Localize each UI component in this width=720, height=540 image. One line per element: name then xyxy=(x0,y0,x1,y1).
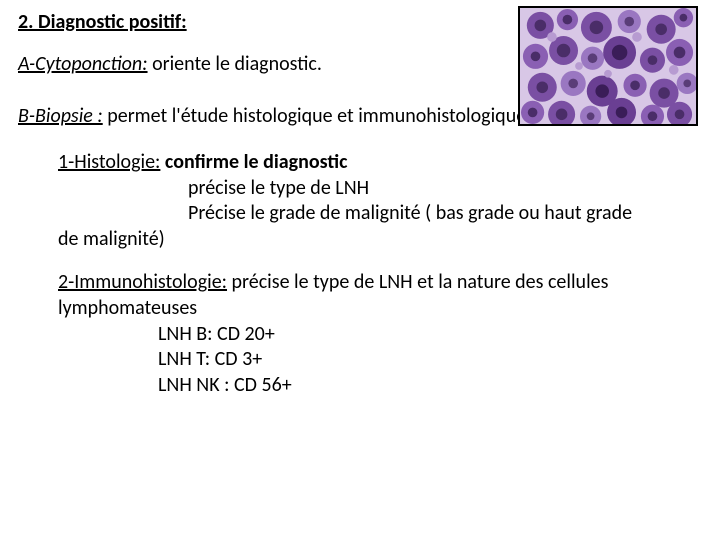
immuno-intro: précise le type de LNH et la nature des … xyxy=(227,270,608,294)
immuno-label: 2-Immunohistologie: xyxy=(58,270,227,294)
immuno-intro2: lymphomateuses xyxy=(58,296,702,322)
histologie-label: 1-Histologie: xyxy=(58,150,160,174)
histologie-confirm: confirme le diagnostic xyxy=(160,150,347,174)
immuno-t: LNH T: CD 3+ xyxy=(58,347,702,373)
histologie-line3: de malignité) xyxy=(58,227,702,253)
cytoponction-label: A-Cytoponction: xyxy=(18,52,148,76)
immuno-b: LNH B: CD 20+ xyxy=(58,322,702,348)
immuno-nk: LNH NK : CD 56+ xyxy=(58,373,702,399)
immuno-block: 2-Immunohistologie: précise le type de L… xyxy=(58,270,702,398)
biopsie-label: B-Biopsie : xyxy=(18,104,103,128)
histologie-line1: précise le type de LNH xyxy=(58,176,702,202)
histologie-line2: Précise le grade de malignité ( bas grad… xyxy=(58,201,702,227)
cytology-svg xyxy=(520,8,696,124)
histologie-block: 1-Histologie: confirme le diagnostic pré… xyxy=(58,150,702,252)
cytoponction-text: oriente le diagnostic. xyxy=(148,52,322,76)
biopsie-text: permet l'étude histologique et immunohis… xyxy=(103,104,526,128)
cytology-image xyxy=(518,6,698,126)
